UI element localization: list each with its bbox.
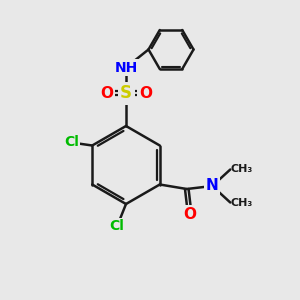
Text: O: O — [183, 207, 196, 222]
Text: O: O — [100, 85, 113, 100]
Text: Cl: Cl — [64, 136, 79, 149]
Text: CH₃: CH₃ — [230, 197, 253, 208]
Text: CH₃: CH₃ — [230, 164, 253, 175]
Text: N: N — [206, 178, 219, 194]
Text: S: S — [120, 84, 132, 102]
Text: Cl: Cl — [110, 220, 124, 233]
Text: NH: NH — [114, 61, 138, 74]
Text: O: O — [139, 85, 152, 100]
